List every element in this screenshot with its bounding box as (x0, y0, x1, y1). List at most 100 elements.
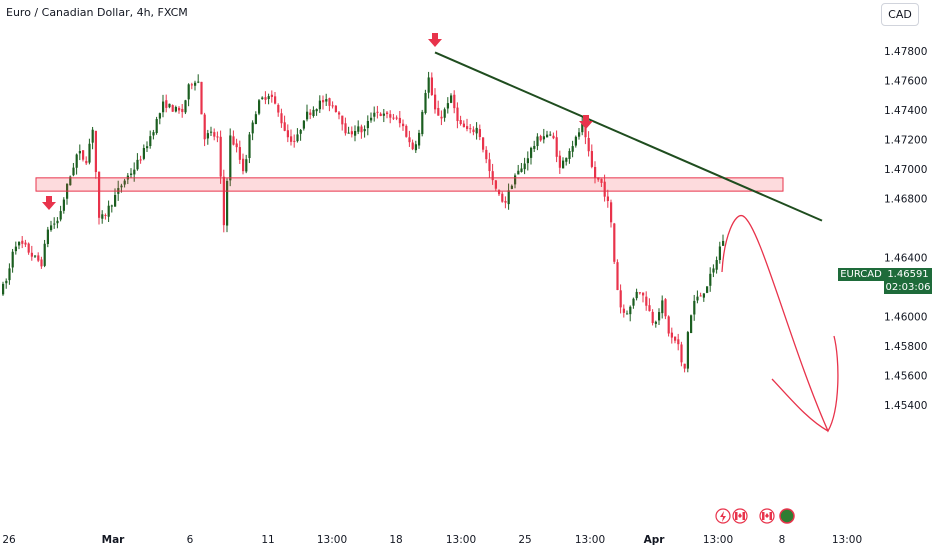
chart-title: Euro / Canadian Dollar, 4h, FXCM (6, 6, 188, 19)
candle-body (18, 242, 21, 246)
ca-flag-icon[interactable] (732, 508, 748, 524)
candle-body (30, 252, 33, 257)
candle-body (46, 229, 49, 245)
candle-body (350, 131, 353, 135)
candle-body (210, 131, 213, 133)
candle-body (155, 119, 158, 134)
candle-body (341, 115, 344, 125)
candle-body (354, 130, 357, 136)
candle-body (238, 147, 241, 160)
candle-body (674, 336, 677, 341)
candle-body (370, 117, 373, 121)
x-tick-label: 11 (261, 534, 274, 546)
candle-body (142, 148, 145, 159)
candle-body (206, 133, 209, 139)
candle-body (424, 93, 427, 114)
candle-body (446, 103, 449, 109)
candle-body (331, 105, 334, 107)
candle-body (286, 130, 289, 138)
candle-body (101, 214, 104, 219)
candle-body (475, 127, 478, 134)
candle-body (78, 151, 81, 154)
flash-icon[interactable] (715, 508, 731, 524)
candle-body (328, 98, 331, 106)
candle-body (600, 178, 603, 183)
y-tick-label: 1.47600 (884, 76, 927, 88)
candle-body (430, 77, 433, 96)
candle-body (222, 176, 225, 226)
candle-body (75, 154, 78, 168)
candle-body (578, 132, 581, 137)
candle-body (510, 185, 513, 189)
x-tick-label: Apr (644, 534, 666, 546)
currency-button[interactable]: CAD (881, 3, 919, 26)
candle-body (114, 194, 117, 207)
candle-body (715, 260, 718, 270)
candle-body (152, 132, 155, 136)
candle-body (622, 308, 625, 313)
candle-body (24, 242, 27, 245)
candle-body (498, 190, 501, 195)
candle-body (165, 100, 168, 108)
candle-body (283, 122, 286, 131)
x-tick-label: 13:00 (446, 534, 476, 546)
candle-body (136, 159, 139, 170)
candle-body (91, 129, 94, 143)
x-axis: 26 Mar 6 11 13:00 18 13:00 25 13:00 Apr 13:00 8 13:0… (2, 534, 862, 546)
candle-body (226, 180, 229, 226)
candle-body (34, 255, 37, 257)
candle-body (315, 109, 318, 112)
x-tick-label: 13:00 (575, 534, 605, 546)
candle-body (382, 113, 385, 116)
candle-body (2, 283, 5, 295)
candle-body (107, 205, 110, 217)
candle-body (555, 137, 558, 157)
candle-body (325, 99, 328, 102)
candle-body (162, 101, 165, 113)
down-arrow-marker (579, 115, 593, 129)
candle-body (709, 273, 712, 286)
candle-body (632, 298, 635, 306)
x-tick-label: 26 (2, 534, 16, 546)
candle-body (261, 97, 264, 99)
candle-body (514, 175, 517, 185)
candle-body (658, 312, 661, 321)
candle-body (85, 160, 88, 164)
candle-body (187, 84, 190, 100)
candle-body (494, 180, 497, 189)
x-tick-label: 13:00 (703, 534, 733, 546)
x-tick-label: 25 (518, 534, 531, 546)
candle-body (245, 159, 248, 172)
ca-flag-icon[interactable] (759, 508, 775, 524)
candle-body (277, 104, 280, 113)
globe-icon[interactable] (779, 508, 795, 524)
candle-body (686, 332, 689, 369)
candle-body (392, 117, 395, 119)
candle-body (389, 114, 392, 118)
candle-body (645, 296, 648, 306)
candle-body (62, 199, 65, 211)
candle-body (213, 132, 216, 137)
candle-body (318, 100, 321, 110)
candle-body (344, 123, 347, 134)
candle-body (139, 159, 142, 161)
candle-body (168, 103, 171, 108)
candle-body (280, 113, 283, 124)
bar-countdown: 02:03:06 (885, 282, 931, 293)
candle-body (306, 111, 309, 120)
candle-body (133, 169, 136, 175)
candle-body (290, 136, 293, 142)
candle-body (526, 158, 529, 164)
candle-body (299, 129, 302, 134)
candle-body (274, 96, 277, 104)
candle-body (587, 137, 590, 152)
overlay (35, 33, 839, 433)
candle-body (197, 81, 200, 83)
candle-body (581, 123, 584, 133)
candle-body (203, 114, 206, 140)
candle-body (104, 215, 107, 217)
candle-body (648, 305, 651, 312)
candle-body (235, 143, 238, 148)
candle-body (53, 223, 56, 225)
